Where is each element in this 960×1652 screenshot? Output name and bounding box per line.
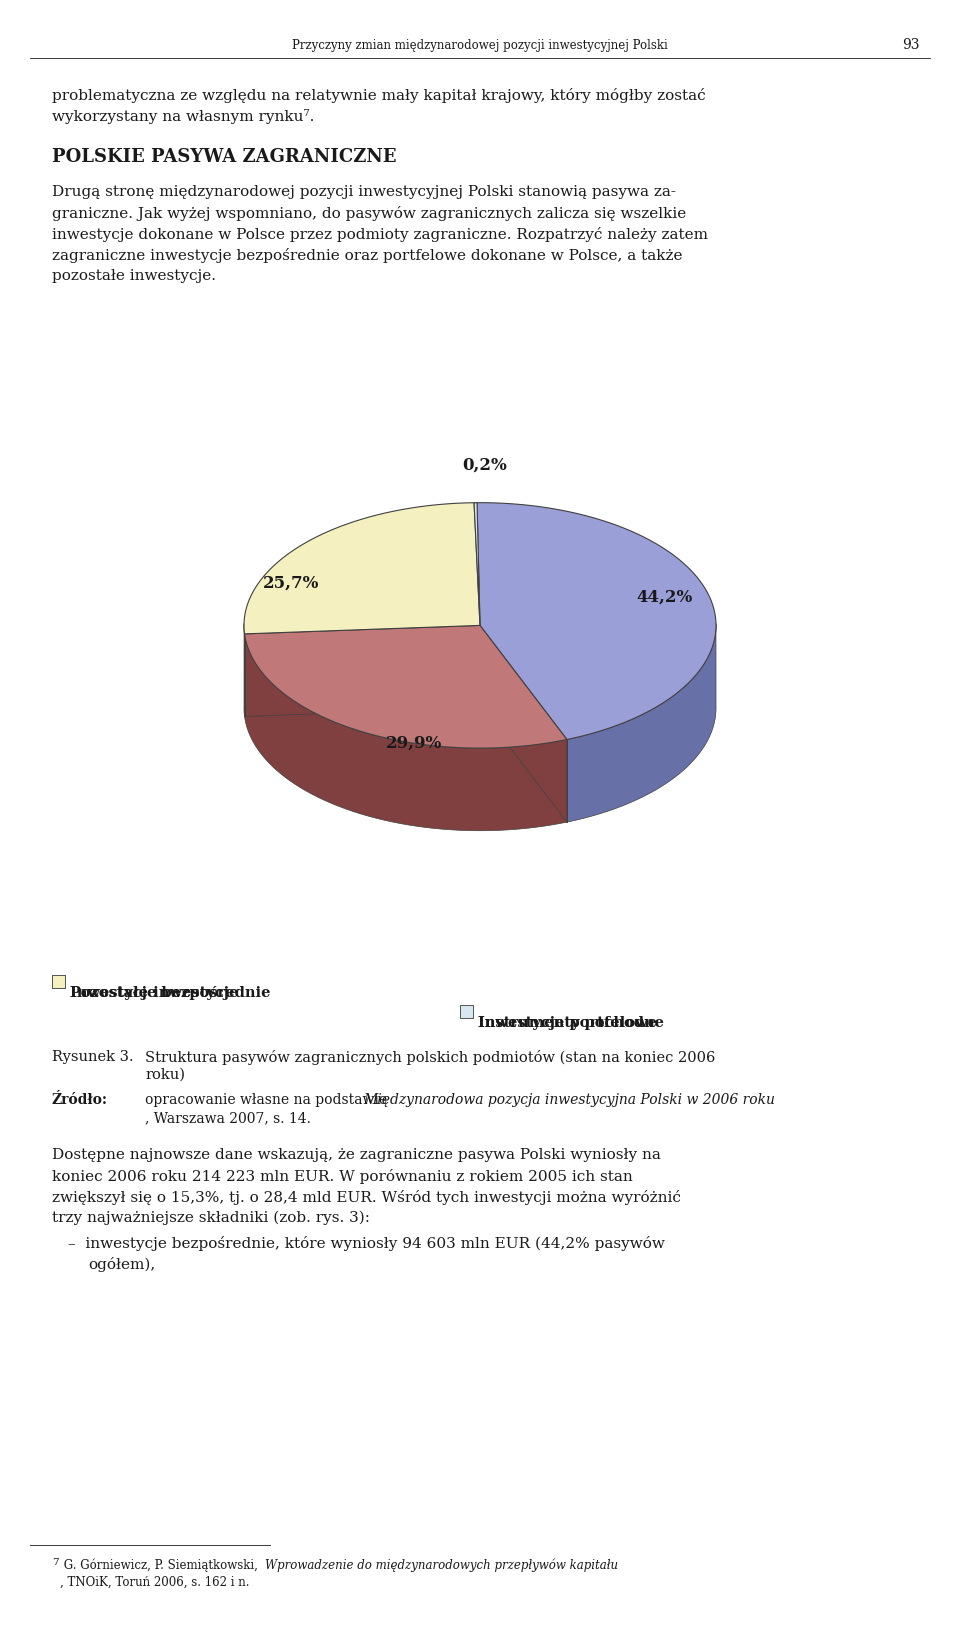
Text: trzy najważniejsze składniki (zob. rys. 3):: trzy najważniejsze składniki (zob. rys. … xyxy=(52,1211,370,1226)
Text: Wprowadzenie do międzynarodowych przepływów kapitału: Wprowadzenie do międzynarodowych przepły… xyxy=(265,1558,618,1571)
Polygon shape xyxy=(480,626,566,823)
Text: , Warszawa 2007, s. 14.: , Warszawa 2007, s. 14. xyxy=(145,1112,311,1125)
Text: inwestycje dokonane w Polsce przez podmioty zagraniczne. Rozpatrzyć należy zatem: inwestycje dokonane w Polsce przez podmi… xyxy=(52,226,708,241)
Text: ogółem),: ogółem), xyxy=(88,1257,156,1272)
Text: problematyczna ze względu na relatywnie mały kapitał krajowy, który mógłby zosta: problematyczna ze względu na relatywnie … xyxy=(52,88,706,102)
Text: Rysunek 3.: Rysunek 3. xyxy=(52,1051,133,1064)
Text: graniczne. Jak wyżej wspomniano, do pasywów zagranicznych zalicza się wszelkie: graniczne. Jak wyżej wspomniano, do pasy… xyxy=(52,206,686,221)
Text: koniec 2006 roku 214 223 mln EUR. W porównaniu z rokiem 2005 ich stan: koniec 2006 roku 214 223 mln EUR. W poró… xyxy=(52,1170,633,1184)
Text: G. Górniewicz, P. Siemiątkowski,: G. Górniewicz, P. Siemiątkowski, xyxy=(60,1558,262,1571)
Polygon shape xyxy=(477,502,716,740)
Text: –  inwestycje bezpośrednie, które wyniosły 94 603 mln EUR (44,2% pasywów: – inwestycje bezpośrednie, które wyniosł… xyxy=(68,1236,665,1251)
Polygon shape xyxy=(566,624,716,823)
Text: 0,2%: 0,2% xyxy=(463,456,507,474)
Polygon shape xyxy=(244,502,480,634)
Text: Inwestycje portfelowe: Inwestycje portfelowe xyxy=(478,1016,657,1029)
Text: Instrumenty pochodne: Instrumenty pochodne xyxy=(478,1016,664,1029)
Text: Przyczyny zmian międzynarodowej pozycji inwestycyjnej Polski: Przyczyny zmian międzynarodowej pozycji … xyxy=(292,38,668,51)
Polygon shape xyxy=(474,502,480,626)
Text: Dostępne najnowsze dane wskazują, że zagraniczne pasywa Polski wyniosły na: Dostępne najnowsze dane wskazują, że zag… xyxy=(52,1148,660,1161)
Text: , TNOiK, Toruń 2006, s. 162 i n.: , TNOiK, Toruń 2006, s. 162 i n. xyxy=(60,1576,250,1589)
Text: 25,7%: 25,7% xyxy=(263,575,320,591)
Polygon shape xyxy=(480,626,566,823)
Text: Źródło:: Źródło: xyxy=(52,1094,108,1107)
Text: Międzynarodowa pozycja inwestycyjna Polski w 2006 roku: Międzynarodowa pozycja inwestycyjna Pols… xyxy=(363,1094,775,1107)
Text: POLSKIE PASYWA ZAGRANICZNE: POLSKIE PASYWA ZAGRANICZNE xyxy=(52,149,396,165)
Polygon shape xyxy=(245,626,480,717)
Polygon shape xyxy=(245,626,480,717)
Text: wykorzystany na własnym rynku⁷.: wykorzystany na własnym rynku⁷. xyxy=(52,109,314,124)
Text: opracowanie własne na podstawie: opracowanie własne na podstawie xyxy=(145,1094,392,1107)
Text: pozostałe inwestycje.: pozostałe inwestycje. xyxy=(52,269,216,282)
Text: roku): roku) xyxy=(145,1067,185,1082)
Text: Struktura pasywów zagranicznych polskich podmiotów (stan na koniec 2006: Struktura pasywów zagranicznych polskich… xyxy=(145,1051,715,1066)
Text: Inwestycje bezpośrednie: Inwestycje bezpośrednie xyxy=(70,986,271,999)
Text: 7: 7 xyxy=(52,1558,59,1568)
Text: 44,2%: 44,2% xyxy=(636,588,692,606)
Text: zagraniczne inwestycje bezpośrednie oraz portfelowe dokonane w Polsce, a także: zagraniczne inwestycje bezpośrednie oraz… xyxy=(52,248,683,263)
Text: zwiększył się o 15,3%, tj. o 28,4 mld EUR. Wśród tych inwestycji można wyróżnić: zwiększył się o 15,3%, tj. o 28,4 mld EU… xyxy=(52,1189,681,1204)
Polygon shape xyxy=(245,626,566,748)
Polygon shape xyxy=(245,634,566,831)
Text: 93: 93 xyxy=(902,38,920,51)
Text: 29,9%: 29,9% xyxy=(386,735,442,752)
Text: Pozostałe inwestycje: Pozostałe inwestycje xyxy=(70,986,238,999)
Text: Drugą stronę międzynarodowej pozycji inwestycyjnej Polski stanowią pasywa za-: Drugą stronę międzynarodowej pozycji inw… xyxy=(52,185,676,198)
